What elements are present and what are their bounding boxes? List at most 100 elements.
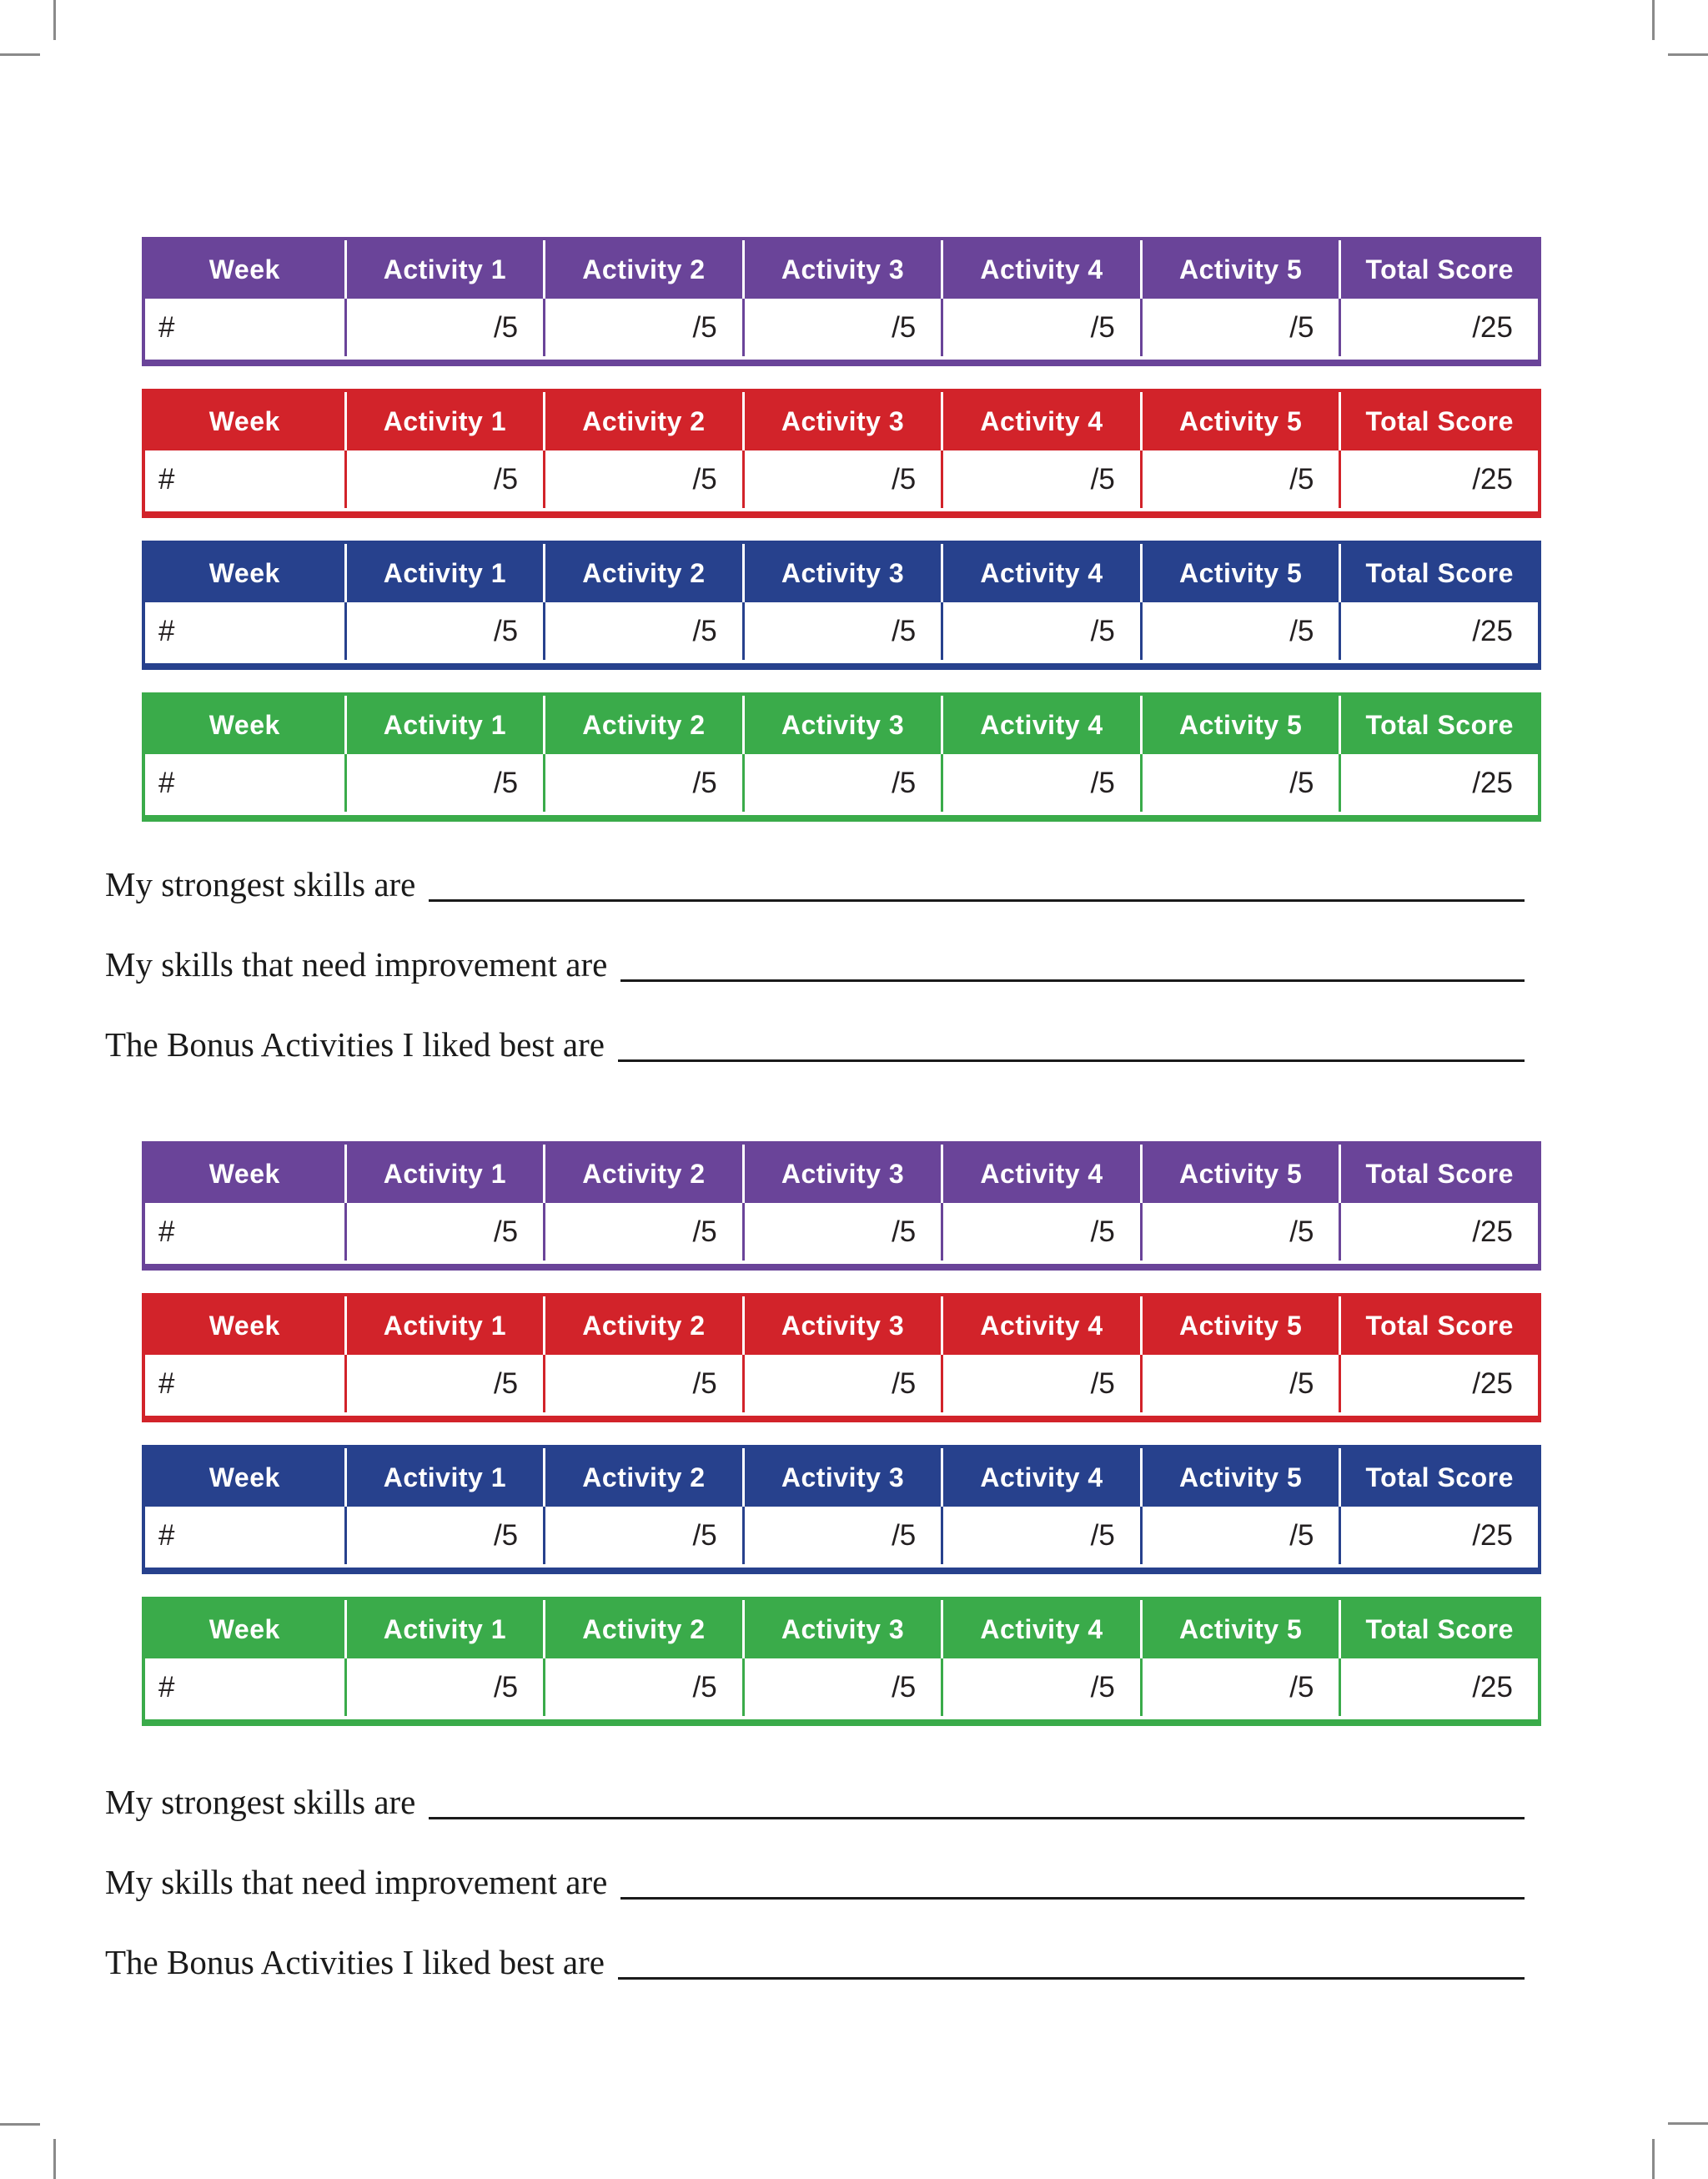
table-header-row: Week Activity 1 Activity 2 Activity 3 Ac… (145, 1296, 1538, 1355)
score-table-purple-2: Week Activity 1 Activity 2 Activity 3 Ac… (142, 1141, 1541, 1271)
activity-2-score-cell[interactable]: /5 (543, 299, 742, 356)
header-activity-4: Activity 4 (941, 696, 1140, 754)
answer-blank-line[interactable] (617, 1059, 1525, 1062)
header-activity-2: Activity 2 (543, 1145, 742, 1203)
activity-4-score-cell[interactable]: /5 (941, 754, 1140, 812)
header-activity-2: Activity 2 (543, 1448, 742, 1507)
header-activity-4: Activity 4 (941, 1145, 1140, 1203)
answer-blank-line[interactable] (429, 899, 1525, 902)
activity-4-score-cell[interactable]: /5 (941, 450, 1140, 508)
answer-blank-line[interactable] (620, 1897, 1525, 1900)
score-table-green-2: Week Activity 1 Activity 2 Activity 3 Ac… (142, 1597, 1541, 1726)
activity-1-score-cell[interactable]: /5 (344, 450, 544, 508)
header-activity-5: Activity 5 (1139, 1448, 1339, 1507)
activity-1-score-cell[interactable]: /5 (344, 1203, 544, 1261)
table-score-row: # /5 /5 /5 /5 /5 /25 (145, 1658, 1538, 1716)
week-number-cell[interactable]: # (158, 766, 175, 799)
activity-3-score-cell[interactable]: /5 (741, 602, 942, 660)
total-score-cell[interactable]: /25 (1339, 450, 1538, 508)
activity-4-score-cell[interactable]: /5 (941, 1507, 1140, 1564)
activity-2-score-cell[interactable]: /5 (543, 754, 742, 812)
total-score-cell[interactable]: /25 (1339, 1507, 1538, 1564)
activity-2-score-cell[interactable]: /5 (543, 1203, 742, 1261)
activity-4-score-cell[interactable]: /5 (941, 1658, 1140, 1716)
header-activity-1: Activity 1 (344, 240, 544, 299)
activity-1-score-cell[interactable]: /5 (344, 602, 544, 660)
activity-2-score-cell[interactable]: /5 (543, 1507, 742, 1564)
answer-blank-line[interactable] (620, 979, 1525, 982)
activity-4-score-cell[interactable]: /5 (941, 1355, 1140, 1412)
table-header-row: Week Activity 1 Activity 2 Activity 3 Ac… (145, 240, 1538, 299)
total-score-cell[interactable]: /25 (1339, 1658, 1538, 1716)
prompt-label: My strongest skills are (105, 1783, 416, 1821)
activity-4-score-cell[interactable]: /5 (941, 299, 1140, 356)
total-score-cell[interactable]: /25 (1339, 602, 1538, 660)
total-score-cell[interactable]: /25 (1339, 299, 1538, 356)
header-activity-2: Activity 2 (543, 392, 742, 450)
header-activity-5: Activity 5 (1139, 696, 1339, 754)
total-score-cell[interactable]: /25 (1339, 1203, 1538, 1261)
activity-5-score-cell[interactable]: /5 (1139, 1507, 1339, 1564)
header-total-score: Total Score (1339, 392, 1538, 450)
table-score-row: # /5 /5 /5 /5 /5 /25 (145, 450, 1538, 508)
activity-5-score-cell[interactable]: /5 (1139, 450, 1339, 508)
score-table-red-2: Week Activity 1 Activity 2 Activity 3 Ac… (142, 1293, 1541, 1422)
header-activity-5: Activity 5 (1139, 544, 1339, 602)
week-number-cell[interactable]: # (158, 614, 175, 647)
activity-3-score-cell[interactable]: /5 (741, 299, 942, 356)
header-week: Week (208, 1310, 280, 1341)
prompt-label: The Bonus Activities I liked best are (105, 1025, 605, 1064)
header-activity-3: Activity 3 (741, 1145, 942, 1203)
week-number-cell[interactable]: # (158, 1366, 175, 1400)
activity-1-score-cell[interactable]: /5 (344, 299, 544, 356)
activity-3-score-cell[interactable]: /5 (741, 1658, 942, 1716)
activity-4-score-cell[interactable]: /5 (941, 1203, 1140, 1261)
activity-1-score-cell[interactable]: /5 (344, 1507, 544, 1564)
activity-2-score-cell[interactable]: /5 (543, 602, 742, 660)
prompt-label: The Bonus Activities I liked best are (105, 1943, 605, 1981)
activity-2-score-cell[interactable]: /5 (543, 1355, 742, 1412)
activity-5-score-cell[interactable]: /5 (1139, 299, 1339, 356)
activity-3-score-cell[interactable]: /5 (741, 1203, 942, 1261)
activity-1-score-cell[interactable]: /5 (344, 754, 544, 812)
activity-1-score-cell[interactable]: /5 (344, 1658, 544, 1716)
activity-5-score-cell[interactable]: /5 (1139, 602, 1339, 660)
header-activity-3: Activity 3 (741, 1296, 942, 1355)
activity-1-score-cell[interactable]: /5 (344, 1355, 544, 1412)
table-header-row: Week Activity 1 Activity 2 Activity 3 Ac… (145, 1145, 1538, 1203)
header-activity-2: Activity 2 (543, 1296, 742, 1355)
table-header-row: Week Activity 1 Activity 2 Activity 3 Ac… (145, 1448, 1538, 1507)
header-total-score: Total Score (1339, 1600, 1538, 1658)
header-activity-3: Activity 3 (741, 696, 942, 754)
table-header-row: Week Activity 1 Activity 2 Activity 3 Ac… (145, 696, 1538, 754)
activity-2-score-cell[interactable]: /5 (543, 450, 742, 508)
header-activity-4: Activity 4 (941, 1600, 1140, 1658)
header-activity-1: Activity 1 (344, 1600, 544, 1658)
total-score-cell[interactable]: /25 (1339, 1355, 1538, 1412)
activity-5-score-cell[interactable]: /5 (1139, 1203, 1339, 1261)
activity-5-score-cell[interactable]: /5 (1139, 1355, 1339, 1412)
header-activity-4: Activity 4 (941, 544, 1140, 602)
prompt-row-strongest-skills: My strongest skills are (105, 861, 1525, 908)
activity-3-score-cell[interactable]: /5 (741, 1355, 942, 1412)
activity-3-score-cell[interactable]: /5 (741, 1507, 942, 1564)
answer-blank-line[interactable] (429, 1817, 1525, 1819)
activity-2-score-cell[interactable]: /5 (543, 1658, 742, 1716)
activity-3-score-cell[interactable]: /5 (741, 450, 942, 508)
activity-5-score-cell[interactable]: /5 (1139, 754, 1339, 812)
activity-3-score-cell[interactable]: /5 (741, 754, 942, 812)
activity-4-score-cell[interactable]: /5 (941, 602, 1140, 660)
activity-5-score-cell[interactable]: /5 (1139, 1658, 1339, 1716)
header-week: Week (208, 557, 280, 588)
table-score-row: # /5 /5 /5 /5 /5 /25 (145, 1507, 1538, 1564)
prompt-label: My skills that need improvement are (105, 945, 608, 984)
week-number-cell[interactable]: # (158, 1670, 175, 1703)
week-number-cell[interactable]: # (158, 1518, 175, 1552)
answer-blank-line[interactable] (617, 1977, 1525, 1980)
total-score-cell[interactable]: /25 (1339, 754, 1538, 812)
week-number-cell[interactable]: # (158, 1215, 175, 1248)
header-activity-4: Activity 4 (941, 1296, 1140, 1355)
week-number-cell[interactable]: # (158, 310, 175, 344)
week-number-cell[interactable]: # (158, 462, 175, 496)
header-activity-2: Activity 2 (543, 240, 742, 299)
